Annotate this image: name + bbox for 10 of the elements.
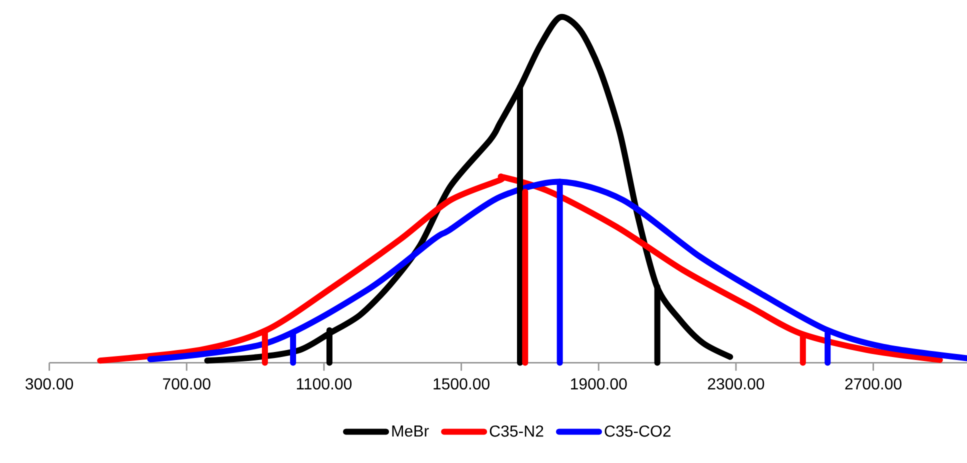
x-tick-label: 2300.00 [708, 378, 764, 390]
legend-label: C35-CO2 [604, 425, 670, 437]
x-tick-label: 300.00 [26, 378, 74, 390]
legend-label: C35-N2 [490, 425, 544, 437]
x-tick-label: 700.00 [163, 378, 210, 390]
x-tick-label: 1900.00 [571, 378, 627, 390]
legend-label: MeBr [392, 426, 429, 437]
x-tick-label: 1500.00 [434, 378, 490, 390]
x-tick-label: 1100.00 [296, 378, 352, 390]
x-tick-label: 2700.00 [845, 378, 902, 390]
